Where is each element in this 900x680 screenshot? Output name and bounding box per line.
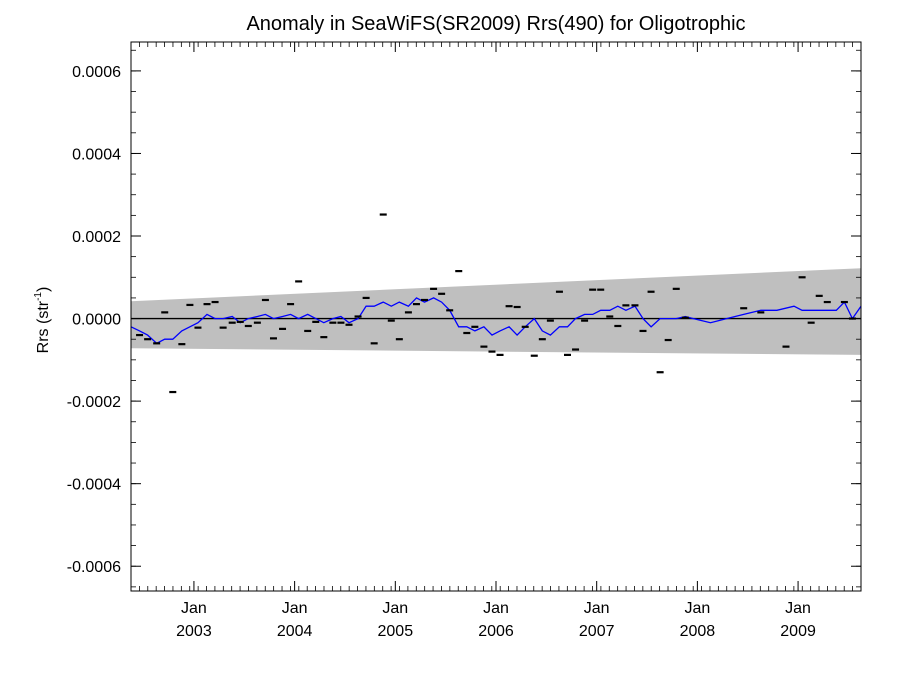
y-tick-label: 0.0002 xyxy=(72,229,121,246)
x-tick-year-label: 2003 xyxy=(176,623,212,640)
x-tick-month-label: Jan xyxy=(181,600,207,617)
x-tick-year-label: 2008 xyxy=(680,623,716,640)
y-axis-label: Rrs (str-1) xyxy=(33,287,52,354)
x-tick-month-label: Jan xyxy=(483,600,509,617)
x-tick-month-label: Jan xyxy=(584,600,610,617)
svg-text:Rrs (str-1): Rrs (str-1) xyxy=(33,287,52,354)
y-tick-label: 0.0000 xyxy=(72,312,121,329)
x-tick-year-label: 2005 xyxy=(378,623,414,640)
smoothed-series-line xyxy=(130,297,862,345)
y-tick-label: -0.0006 xyxy=(67,559,121,576)
x-tick-month-label: Jan xyxy=(684,600,710,617)
y-tick-label: -0.0004 xyxy=(67,477,121,494)
y-tick-label: 0.0006 xyxy=(72,64,121,81)
y-axis-label-sup: -1 xyxy=(33,292,44,301)
y-axis-label-main: Rrs (str xyxy=(35,300,52,353)
y-tick-label: 0.0004 xyxy=(72,146,121,163)
uncertainty-band xyxy=(131,268,861,355)
x-tick-year-label: 2009 xyxy=(780,623,816,640)
x-tick-month-label: Jan xyxy=(785,600,811,617)
plot-area: -0.0006 -0.0004 -0.0002 0.0000 0.0002 0.0004 0… xyxy=(67,41,862,640)
chart-title: Anomaly in SeaWiFS(SR2009) Rrs(490) for … xyxy=(246,13,745,35)
x-tick-year-label: 2007 xyxy=(579,623,615,640)
y-axis-label-close: ) xyxy=(35,287,52,292)
y-tick-label: -0.0002 xyxy=(67,394,121,411)
x-tick-year-label: 2006 xyxy=(478,623,514,640)
x-tick-year-label: 2004 xyxy=(277,623,313,640)
x-tick-month-label: Jan xyxy=(282,600,308,617)
x-tick-month-label: Jan xyxy=(382,600,408,617)
